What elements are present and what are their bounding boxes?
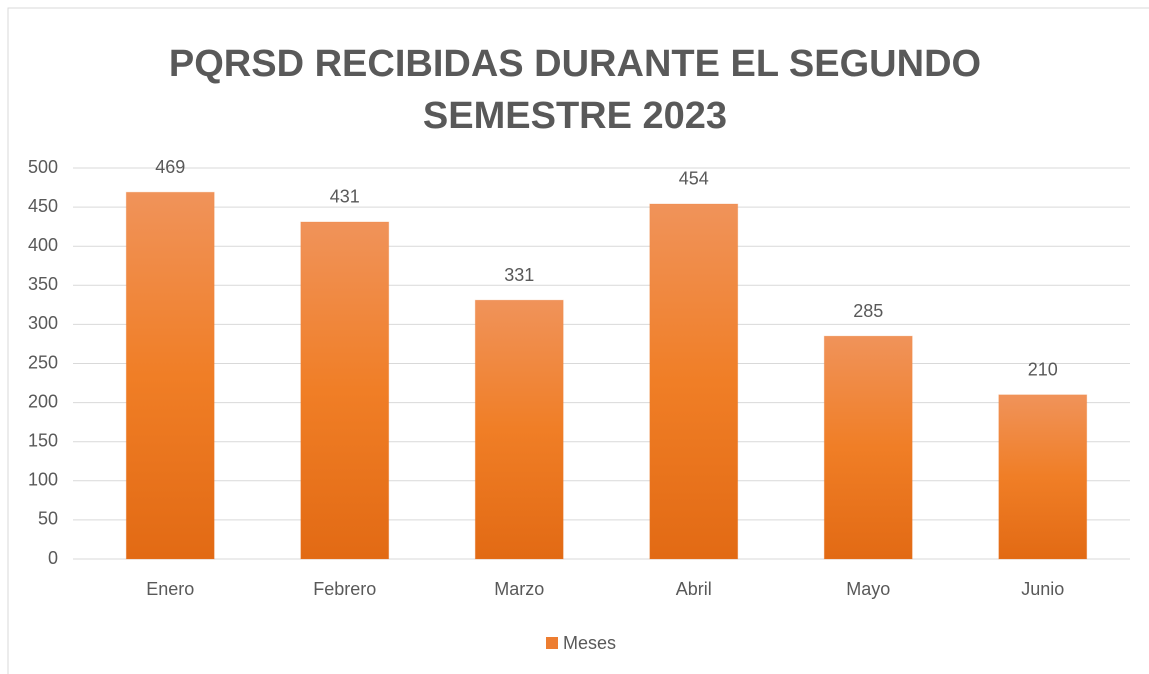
bar <box>823 335 913 560</box>
bar <box>998 394 1088 560</box>
value-label: 331 <box>504 265 534 285</box>
x-tick-label: Marzo <box>494 579 544 599</box>
bar <box>125 191 215 560</box>
legend-swatch <box>546 637 558 649</box>
x-tick-label: Mayo <box>846 579 890 599</box>
chart-title: PQRSD RECIBIDAS DURANTE EL SEGUNDO SEMES… <box>168 43 982 137</box>
bar <box>474 299 564 560</box>
chart-border <box>7 7 1149 674</box>
bar <box>649 203 739 560</box>
x-tick-label: Abril <box>676 579 712 599</box>
bar <box>300 221 390 560</box>
y-tick-label: 400 <box>28 235 58 255</box>
y-tick-label: 0 <box>48 548 58 568</box>
x-tick-label: Febrero <box>313 579 376 599</box>
y-tick-label: 300 <box>28 313 58 333</box>
y-tick-label: 50 <box>38 509 58 529</box>
y-tick-label: 450 <box>28 196 58 216</box>
y-tick-label: 350 <box>28 274 58 294</box>
legend-label: Meses <box>563 633 616 653</box>
value-label: 210 <box>1028 360 1058 380</box>
y-tick-label: 100 <box>28 470 58 490</box>
value-label: 285 <box>853 301 883 321</box>
x-tick-label: Enero <box>146 579 194 599</box>
y-tick-label: 150 <box>28 430 58 450</box>
value-label: 431 <box>330 187 360 207</box>
y-tick-label: 200 <box>28 391 58 411</box>
y-tick-label: 250 <box>28 352 58 372</box>
value-label: 469 <box>155 157 185 177</box>
y-tick-label: 500 <box>28 157 58 177</box>
x-tick-label: Junio <box>1021 579 1064 599</box>
value-label: 454 <box>679 169 709 189</box>
